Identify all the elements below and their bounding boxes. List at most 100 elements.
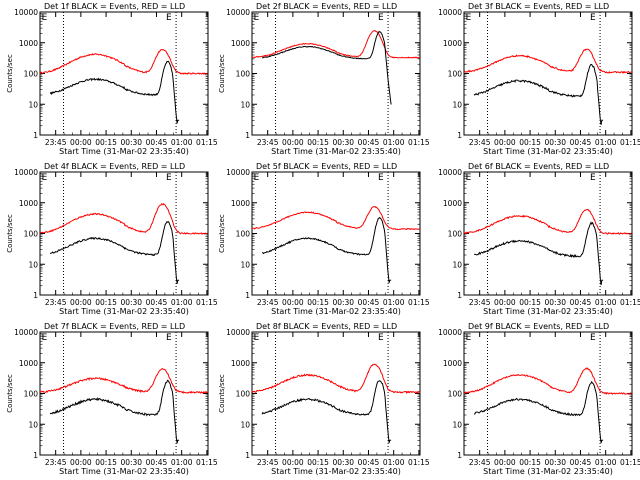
- x-tick-label: 01:00: [171, 138, 193, 147]
- panel-title: Det 8f BLACK = Events, RED = LLD: [256, 322, 397, 331]
- x-tick-label: 23:45: [469, 458, 491, 467]
- series-events: [261, 216, 392, 284]
- y-tick-label: 10: [240, 100, 250, 109]
- series-lld: [464, 367, 632, 395]
- x-axis-label: Start Time (31-Mar-02 23:35:40): [483, 467, 613, 476]
- marker-label: E: [378, 333, 384, 343]
- y-tick-label: 100: [448, 70, 463, 79]
- panel-4: Det 4f BLACK = Events, RED = LLD 1 10 100 10…: [6, 162, 218, 316]
- marker-label: E: [378, 13, 384, 23]
- marker-label: E: [466, 173, 472, 183]
- x-tick-label: 01:00: [383, 138, 405, 147]
- x-axis-label: Start Time (31-Mar-02 23:35:40): [483, 307, 613, 316]
- marker-label: E: [254, 173, 260, 183]
- x-tick-label: 00:00: [282, 138, 304, 147]
- x-tick-label: 01:15: [408, 138, 430, 147]
- series-events: [49, 379, 180, 444]
- marker-label: E: [466, 13, 472, 23]
- panel-title: Det 7f BLACK = Events, RED = LLD: [44, 322, 185, 331]
- panel-title: Det 4f BLACK = Events, RED = LLD: [44, 162, 185, 171]
- y-tick-label: 1: [33, 131, 38, 140]
- y-tick-label: 100: [24, 70, 39, 79]
- y-axis-label: Counts/sec: [218, 214, 226, 253]
- marker-label: E: [254, 13, 260, 23]
- y-tick-label: 1000: [231, 359, 250, 368]
- y-tick-label: 10: [452, 100, 462, 109]
- panel-title: Det 3f BLACK = Events, RED = LLD: [468, 2, 609, 11]
- plot-frame: [251, 11, 421, 136]
- x-tick-label: 01:15: [620, 138, 640, 147]
- x-tick-label: 00:45: [570, 138, 592, 147]
- x-tick-label: 00:15: [519, 138, 541, 147]
- y-tick-label: 100: [236, 390, 251, 399]
- x-axis-label: Start Time (31-Mar-02 23:35:40): [59, 467, 189, 476]
- x-tick-label: 00:30: [332, 298, 354, 307]
- x-tick-label: 01:00: [383, 458, 405, 467]
- y-axis-label: Counts/sec: [218, 374, 226, 413]
- y-axis-label: Counts/sec: [6, 214, 14, 253]
- marker-label: E: [166, 13, 172, 23]
- x-tick-label: 00:15: [95, 298, 117, 307]
- y-tick-label: 1000: [443, 359, 462, 368]
- x-tick-label: 00:30: [332, 458, 354, 467]
- x-tick-label: 23:45: [45, 298, 67, 307]
- x-tick-label: 00:00: [494, 298, 516, 307]
- x-tick-label: 01:15: [196, 138, 218, 147]
- y-tick-label: 10: [28, 420, 38, 429]
- marker-label: E: [590, 333, 596, 343]
- y-tick-label: 10000: [226, 8, 250, 17]
- x-tick-label: 01:15: [196, 458, 218, 467]
- y-tick-label: 1: [245, 451, 250, 460]
- panel-6: Det 6f BLACK = Events, RED = LLD 1 10 100 10…: [438, 162, 640, 316]
- x-tick-label: 00:30: [544, 458, 566, 467]
- series-lld: [39, 49, 208, 76]
- x-tick-label: 00:15: [95, 458, 117, 467]
- y-tick-label: 1: [33, 451, 38, 460]
- marker-label: E: [590, 13, 596, 23]
- x-tick-label: 00:30: [120, 458, 142, 467]
- y-axis-label: Counts/sec: [6, 374, 14, 413]
- x-tick-label: 00:00: [494, 138, 516, 147]
- x-tick-label: 00:15: [519, 458, 541, 467]
- panel-title: Det 9f BLACK = Events, RED = LLD: [468, 322, 609, 331]
- marker-label: E: [254, 333, 260, 343]
- x-tick-label: 00:30: [332, 138, 354, 147]
- x-tick-label: 00:45: [358, 138, 380, 147]
- panel-7: Det 7f BLACK = Events, RED = LLD 1 10 100 10…: [6, 322, 218, 476]
- x-tick-label: 00:30: [544, 298, 566, 307]
- y-tick-label: 10: [28, 260, 38, 269]
- x-tick-label: 01:00: [595, 138, 617, 147]
- x-tick-label: 00:45: [146, 138, 168, 147]
- series-events: [261, 380, 392, 444]
- series-lld: [39, 368, 208, 394]
- x-tick-label: 01:00: [595, 298, 617, 307]
- x-tick-label: 00:45: [570, 458, 592, 467]
- x-tick-label: 01:00: [171, 458, 193, 467]
- y-tick-label: 1000: [19, 199, 38, 208]
- panel-title: Det 6f BLACK = Events, RED = LLD: [468, 162, 609, 171]
- x-tick-label: 23:45: [257, 458, 279, 467]
- y-tick-label: 10000: [14, 8, 38, 17]
- marker-label: E: [42, 333, 48, 343]
- y-tick-label: 1: [245, 131, 250, 140]
- x-tick-label: 23:45: [257, 138, 279, 147]
- x-tick-label: 00:45: [146, 458, 168, 467]
- x-tick-label: 23:45: [45, 458, 67, 467]
- x-tick-label: 01:00: [383, 298, 405, 307]
- y-tick-label: 1000: [443, 199, 462, 208]
- y-tick-label: 100: [24, 390, 39, 399]
- x-tick-label: 01:00: [171, 298, 193, 307]
- y-tick-label: 1: [457, 451, 462, 460]
- y-tick-label: 10: [452, 420, 462, 429]
- marker-label: E: [590, 173, 596, 183]
- y-tick-label: 10: [28, 100, 38, 109]
- x-tick-label: 23:45: [45, 138, 67, 147]
- x-axis-label: Start Time (31-Mar-02 23:35:40): [59, 147, 189, 156]
- y-tick-label: 100: [236, 230, 251, 239]
- marker-label: E: [42, 13, 48, 23]
- x-tick-label: 00:30: [120, 138, 142, 147]
- y-tick-label: 100: [236, 70, 251, 79]
- series-lld: [463, 48, 632, 74]
- marker-label: E: [378, 173, 384, 183]
